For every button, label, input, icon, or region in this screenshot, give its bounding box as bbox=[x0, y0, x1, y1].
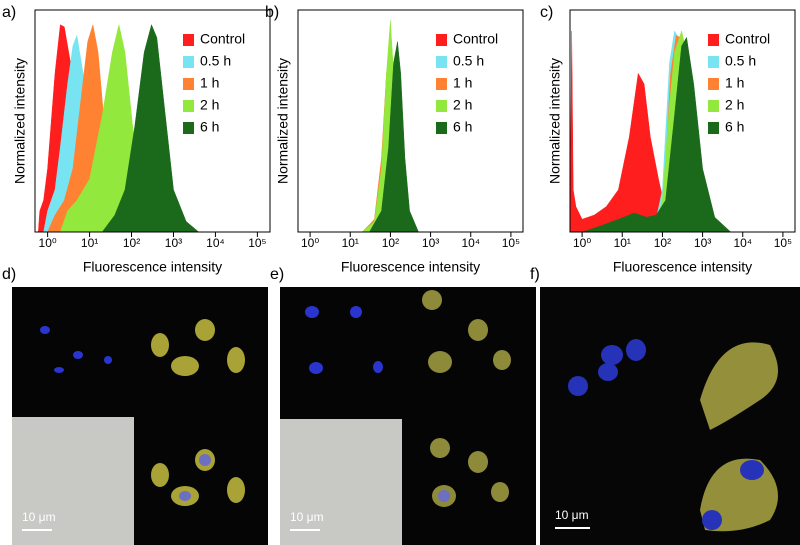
legend-label: 2 h bbox=[725, 97, 744, 113]
x-tick-label: 10⁰ bbox=[573, 236, 591, 250]
plot-area bbox=[361, 20, 419, 232]
legend-swatch bbox=[183, 78, 194, 90]
legend-label: Control bbox=[453, 31, 498, 47]
histogram-area bbox=[101, 24, 200, 232]
x-tick-label: 10¹ bbox=[342, 236, 359, 250]
legend-label: 1 h bbox=[725, 75, 744, 91]
x-tick-label: 10¹ bbox=[81, 236, 98, 250]
plot-area bbox=[570, 30, 732, 232]
micrograph-f bbox=[540, 287, 800, 545]
x-tick-label: 10⁴ bbox=[461, 236, 480, 250]
legend-swatch bbox=[436, 78, 447, 90]
legend-swatch bbox=[708, 78, 719, 90]
legend-label: 2 h bbox=[200, 97, 219, 113]
histogram-area bbox=[369, 41, 419, 232]
x-tick-label: 10⁵ bbox=[502, 236, 520, 250]
legend-swatch bbox=[436, 34, 447, 46]
x-tick-label: 10² bbox=[382, 236, 399, 250]
micrograph-d bbox=[12, 287, 268, 545]
x-tick-label: 10³ bbox=[694, 236, 711, 250]
x-tick-label: 10⁰ bbox=[301, 236, 319, 250]
axes-frame bbox=[569, 9, 796, 233]
panel-label: a) bbox=[2, 4, 16, 21]
legend-label: 0.5 h bbox=[453, 53, 484, 69]
legend-label: 0.5 h bbox=[725, 53, 756, 69]
legend-label: 6 h bbox=[200, 119, 219, 135]
legend-swatch bbox=[708, 56, 719, 68]
panel-label: b) bbox=[265, 4, 279, 21]
scale-bar-label: 10 μm bbox=[22, 510, 56, 524]
legend-swatch bbox=[183, 56, 194, 68]
legend-swatch bbox=[708, 122, 719, 134]
x-axis-label: Fluorescence intensity bbox=[613, 259, 752, 275]
legend-label: 6 h bbox=[453, 119, 472, 135]
legend-swatch bbox=[436, 56, 447, 68]
x-tick-label: 10³ bbox=[165, 236, 182, 250]
legend-swatch bbox=[436, 100, 447, 112]
legend-label: 2 h bbox=[453, 97, 472, 113]
histogram-area bbox=[570, 31, 670, 232]
x-tick-label: 10⁴ bbox=[206, 236, 225, 250]
panel-label: d) bbox=[2, 266, 16, 283]
scale-bar-label: 10 μm bbox=[555, 508, 589, 522]
y-axis-label: Normalized intensity bbox=[547, 58, 563, 184]
legend-swatch bbox=[183, 34, 194, 46]
x-tick-label: 10⁰ bbox=[39, 236, 57, 250]
y-axis-label: Normalized intensity bbox=[12, 58, 28, 184]
panel-label: f) bbox=[530, 266, 540, 283]
axes-frame bbox=[34, 9, 271, 233]
axes-frame bbox=[297, 9, 524, 233]
legend-label: 1 h bbox=[200, 75, 219, 91]
x-axis-label: Fluorescence intensity bbox=[83, 259, 222, 275]
panel-label: c) bbox=[540, 4, 553, 21]
x-tick-label: 10⁵ bbox=[248, 236, 266, 250]
panel-label: e) bbox=[270, 266, 284, 283]
x-tick-label: 10² bbox=[123, 236, 140, 250]
histogram-area bbox=[582, 36, 732, 232]
y-axis-label: Normalized intensity bbox=[275, 58, 291, 184]
scale-bar-label: 10 μm bbox=[290, 510, 324, 524]
legend-swatch bbox=[708, 34, 719, 46]
legend-label: 0.5 h bbox=[200, 53, 231, 69]
legend-label: Control bbox=[725, 31, 770, 47]
legend-label: 1 h bbox=[453, 75, 472, 91]
legend-label: 6 h bbox=[725, 119, 744, 135]
legend-label: Control bbox=[200, 31, 245, 47]
x-tick-label: 10⁵ bbox=[774, 236, 792, 250]
micrograph-e bbox=[280, 287, 536, 545]
x-tick-label: 10² bbox=[654, 236, 671, 250]
legend-swatch bbox=[183, 100, 194, 112]
legend-swatch bbox=[436, 122, 447, 134]
x-axis-label: Fluorescence intensity bbox=[341, 259, 480, 275]
x-tick-label: 10⁴ bbox=[733, 236, 752, 250]
legend-swatch bbox=[183, 122, 194, 134]
x-tick-label: 10³ bbox=[422, 236, 439, 250]
x-tick-label: 10¹ bbox=[614, 236, 631, 250]
plot-area bbox=[38, 24, 200, 232]
legend-swatch bbox=[708, 100, 719, 112]
